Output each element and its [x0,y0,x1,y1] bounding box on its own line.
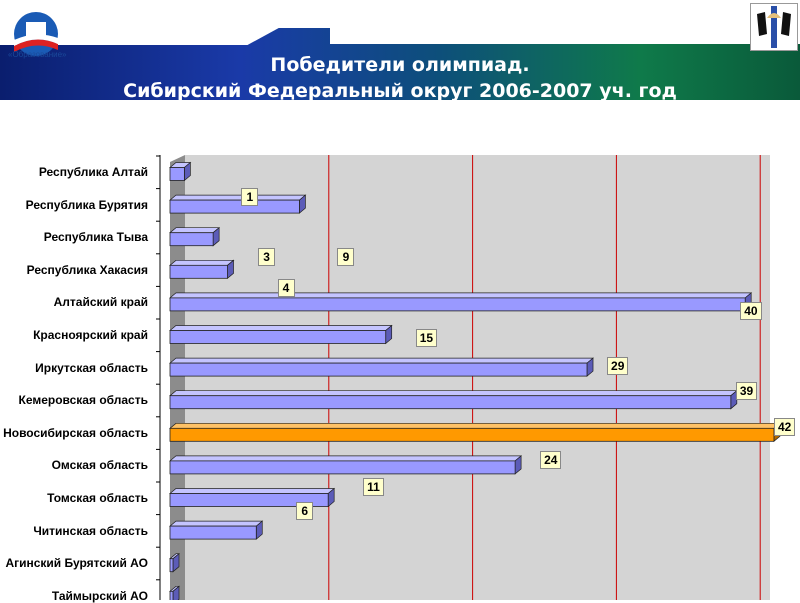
data-label: 4 [277,279,295,298]
bar-top [169,357,594,364]
education-project-logo [14,12,58,56]
bar [169,264,228,279]
data-label: 42 [773,418,796,437]
data-label: 9 [337,248,355,267]
category-label: Алтайский край [53,295,148,310]
page-title-line1: Победители олимпиад. [270,54,530,76]
bar-top [169,520,264,527]
logo-text: «Образование» [8,50,67,59]
category-label: Красноярский край [33,328,148,342]
page-title-line2: Сибирский Федеральный округ 2006-2007 уч… [123,80,677,100]
bar-top [169,292,753,299]
bar-top [169,194,307,201]
category-label: Таймырский АО [51,588,148,603]
header-banner [0,0,800,100]
category-label: Новосибирская область [3,425,148,440]
bar-top [169,455,523,462]
coat-of-arms-icon [750,3,798,51]
bar [169,558,174,573]
data-label: 1 [241,187,259,206]
category-label: Агинский Бурятский АО [5,556,148,571]
bar [169,199,300,214]
plot-back-wall [185,155,770,600]
category-label: Республика Бурятия [25,197,148,212]
bar [169,362,588,377]
category-label: Иркутская область [35,360,148,375]
bar [169,297,746,312]
bar [169,232,214,247]
bar-top [169,422,781,429]
bar [169,167,185,181]
bar-top [169,390,738,397]
category-label: Республика Тыва [43,230,148,245]
data-label: 15 [415,328,438,347]
bar-top [169,227,221,234]
category-label: Республика Алтай [38,165,148,179]
data-label: 11 [363,477,384,496]
category-label: Республика Хакасия [26,262,148,277]
bar-top [169,259,235,266]
data-label: 24 [540,450,562,469]
category-label: Омская область [51,458,148,473]
bar [169,525,257,540]
category-label: Томская область [47,491,148,505]
bar [169,427,775,442]
bar [169,395,732,410]
bar [169,590,174,600]
bar [169,460,516,475]
bar-top [169,325,393,331]
data-label: 3 [258,247,276,266]
bar [169,493,329,507]
bar-top [169,488,336,494]
category-label: Читинская область [33,523,148,538]
data-label: 6 [296,502,314,521]
bar [169,330,387,344]
data-label: 29 [607,357,629,376]
data-label: 39 [735,381,758,400]
data-label: 40 [740,301,762,320]
category-label: Кемеровская область [18,393,149,408]
